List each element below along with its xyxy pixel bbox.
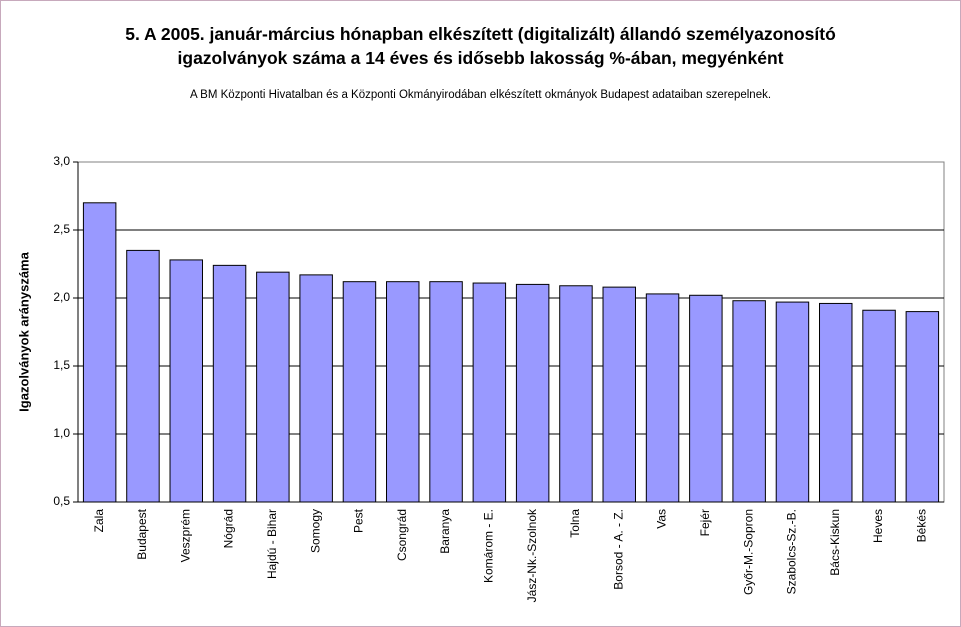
x-tick-label: Jász-Nk.-Szolnok [525,508,539,602]
y-tick-label: 2,5 [53,222,70,236]
bar [905,311,940,503]
x-tick-label: Nógrád [222,509,236,548]
x-axis: Zala Budapest Veszprém Nógrád Hajdú - Bihar S… [92,508,929,602]
x-tick-label: Győr-M.-Sopron [741,509,755,595]
bar [299,274,333,503]
y-axis-label: Igazolványok arányszáma [16,251,31,411]
bar [559,285,593,503]
y-tick-label: 1,5 [53,358,70,372]
bar [126,249,160,503]
x-tick-label: Bács-Kiskun [828,509,842,576]
bar [429,281,463,503]
x-tick-label: Fejér [698,509,712,536]
y-tick-label: 2,0 [53,290,70,304]
y-tick-label: 3,0 [53,154,70,168]
x-tick-label: Zala [92,509,106,533]
bar [819,302,853,503]
x-tick-label: Vas [655,509,669,529]
bar [645,293,680,503]
x-tick-label: Borsod - A. - Z. [611,509,625,590]
x-tick-label: Heves [871,509,885,543]
x-tick-label: Hajdú - Bihar [265,509,279,579]
x-tick-label: Szabolcs-Sz.-B. [785,509,799,594]
bar [732,300,766,503]
y-axis: 0,5 1,0 1,5 2,0 2,5 3,0 [53,154,944,508]
x-tick-label: Veszprém [178,509,192,562]
x-tick-label: Békés [915,509,929,542]
x-tick-label: Somogy [308,509,322,553]
x-tick-label: Pest [352,508,366,533]
bar [82,202,117,503]
bar [169,259,203,503]
bar [386,281,420,503]
bar [862,309,896,503]
bar [256,271,290,503]
y-tick-label: 0,5 [53,494,70,508]
bar [472,282,507,503]
bar [515,283,550,503]
x-tick-label: Komárom - E. [482,509,496,583]
chart-title: 5. A 2005. január-március hónapban elkés… [0,22,961,70]
chart-title-line-1: 5. A 2005. január-március hónapban elkés… [125,24,836,44]
plot-area [77,161,945,503]
bar [602,286,636,503]
x-tick-label: Baranya [438,509,452,554]
chart-title-line-2: igazolványok száma a 14 éves és idősebb … [177,48,784,68]
x-tick-label: Csongrád [395,509,409,561]
bars [82,202,940,503]
x-tick-label: Tolna [568,509,582,538]
bar [689,294,723,503]
bar [342,281,377,503]
y-tick-label: 1,0 [53,426,70,440]
bar [775,301,810,503]
chart-subtitle: A BM Központi Hivatalban és a Központi O… [189,89,772,101]
x-tick-label: Budapest [135,508,149,559]
bar [212,264,247,503]
